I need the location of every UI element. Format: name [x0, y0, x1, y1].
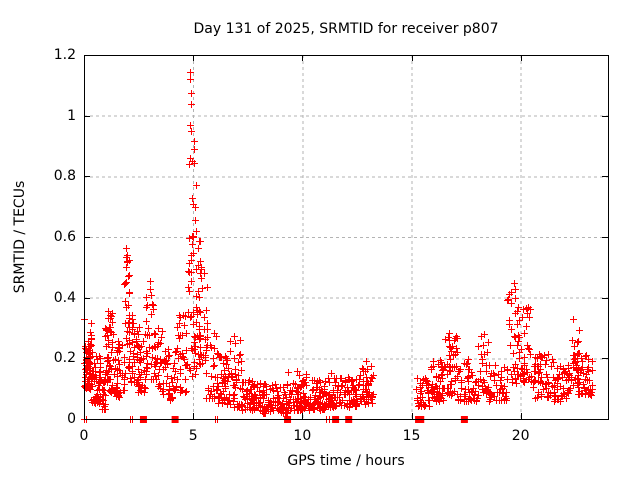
- y-tick-label: 1.2: [53, 47, 76, 63]
- y-tick-label: 0.2: [53, 350, 76, 367]
- y-tick-label: 1: [67, 107, 76, 124]
- x-axis-label: GPS time / hours: [287, 453, 405, 469]
- x-tick-label: 20: [511, 428, 530, 444]
- y-tick-label: 0: [67, 411, 76, 427]
- chart-title: Day 131 of 2025, SRMTID for receiver p80…: [193, 21, 499, 37]
- y-tick-label: 0.8: [53, 168, 76, 185]
- x-tick-label: 0: [79, 428, 89, 444]
- x-tick-label: 15: [402, 428, 421, 444]
- y-tick-label: 0.4: [53, 289, 76, 306]
- y-tick-label: 0.6: [53, 229, 76, 245]
- x-tick-label: 5: [188, 428, 198, 444]
- x-tick-label: 10: [293, 428, 312, 444]
